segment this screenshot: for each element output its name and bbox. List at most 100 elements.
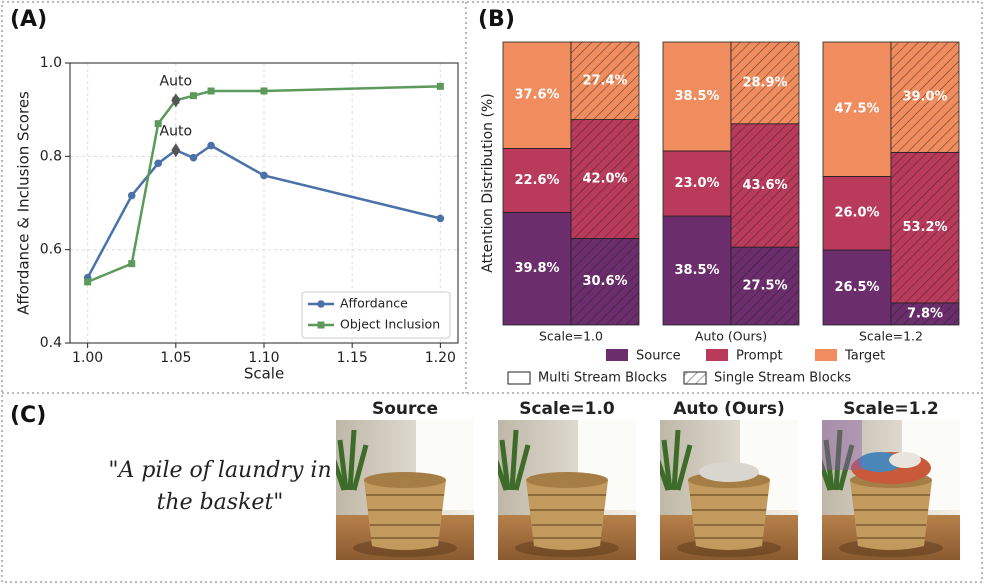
bar-segment (822, 176, 892, 251)
data-label: 43.6% (742, 178, 787, 193)
legend-marker (317, 321, 325, 329)
hatch (891, 152, 959, 303)
hatch (891, 302, 959, 325)
legend-swatch (815, 349, 837, 361)
marker (260, 171, 268, 180)
marker (436, 214, 445, 223)
hatch (684, 372, 706, 384)
bar-segment (822, 249, 892, 326)
data-label: 26.0% (834, 206, 879, 221)
hatch (891, 42, 959, 153)
y-axis-label: Affordance & Inclusion Scores (15, 91, 33, 315)
line (87, 85, 441, 284)
data-label: 47.5% (834, 102, 879, 117)
annotation-marker (171, 143, 181, 158)
laundry (699, 420, 931, 484)
legend-label: Multi Stream Blocks (538, 371, 667, 386)
image (656, 420, 798, 560)
line (86, 144, 441, 279)
hatch (731, 247, 799, 325)
bar-segment (502, 211, 572, 326)
bar-segment (662, 41, 732, 152)
marker (207, 141, 215, 150)
data-label: 28.9% (742, 75, 787, 90)
data-label: 22.6% (514, 173, 559, 188)
y-axis-label: Attention Distribution (%) (480, 93, 496, 272)
y-tick-label: 0.4 (40, 335, 62, 351)
hatch (571, 119, 639, 239)
y-tick-label: 0.8 (40, 148, 62, 164)
marker (260, 87, 268, 95)
legend-swatch (706, 349, 728, 361)
bar-segment (502, 148, 572, 213)
y-tick-label: 1.0 (40, 55, 62, 71)
legend-label: Target (844, 349, 885, 364)
x-tick-label: 1.05 (160, 350, 191, 366)
hatch (571, 238, 639, 325)
data-label: 23.0% (674, 176, 719, 191)
panel-label: (C) (10, 403, 46, 428)
annotation: Auto (160, 123, 193, 139)
legend-label: Single Stream Blocks (714, 371, 851, 386)
marker (189, 92, 197, 100)
x-tick-label: 1.10 (248, 350, 279, 366)
legend-label: Object Inclusion (340, 317, 440, 332)
image-caption: Scale=1.2 (843, 399, 939, 419)
data-label: 27.4% (582, 73, 627, 88)
data-label: 37.6% (514, 88, 559, 103)
data-label: 42.0% (582, 171, 627, 186)
x-tick-label: Scale=1.0 (539, 329, 603, 344)
legend-swatch (606, 349, 628, 361)
data-label: 39.8% (514, 261, 559, 276)
image (332, 420, 474, 560)
image-caption: Auto (Ours) (673, 399, 785, 419)
plot-frame (69, 62, 459, 344)
image (494, 420, 636, 560)
legend-label: Source (636, 349, 681, 364)
hatch (731, 123, 799, 248)
x-tick-label: 1.00 (72, 350, 103, 366)
prompt: "A pile of laundry in the basket" (108, 458, 332, 515)
panel-label: (A) (10, 7, 47, 32)
legend-label: Affordance (340, 296, 408, 311)
y-tick-label: 0.6 (40, 242, 62, 258)
data-label: 39.0% (902, 90, 947, 105)
hatch (571, 42, 639, 120)
data-label: 30.6% (582, 274, 627, 289)
bar-segment (502, 41, 572, 149)
marker (436, 82, 444, 90)
legend-swatch (507, 371, 531, 385)
legend-marker (317, 300, 325, 308)
annotation: Auto (160, 73, 193, 89)
data-label: 38.5% (674, 89, 719, 104)
legend (301, 291, 451, 339)
image-caption: Source (372, 399, 438, 419)
bar-segment (822, 41, 892, 177)
data-label: 38.5% (674, 263, 719, 278)
annotation-marker (171, 93, 181, 108)
marker (128, 260, 136, 268)
x-tick-label: Auto (Ours) (695, 329, 767, 344)
x-tick-label: 1.15 (337, 350, 368, 366)
data-label: 53.2% (902, 220, 947, 235)
panel-label: (B) (478, 7, 515, 32)
marker (84, 278, 92, 286)
image-caption: Scale=1.0 (519, 399, 615, 419)
data-label: 27.5% (742, 279, 787, 294)
bar-segment (662, 215, 732, 326)
hatch (731, 42, 799, 124)
marker (207, 87, 215, 95)
marker (154, 120, 162, 128)
marker (154, 159, 162, 168)
legend-label: Prompt (736, 349, 783, 364)
x-tick-label: Scale=1.2 (859, 329, 923, 344)
data-label: 7.8% (907, 306, 943, 321)
marker (127, 191, 136, 200)
x-axis-label: Scale (244, 365, 284, 383)
data-label: 26.5% (834, 280, 879, 295)
marker (189, 153, 198, 162)
x-tick-label: 1.20 (425, 350, 456, 366)
